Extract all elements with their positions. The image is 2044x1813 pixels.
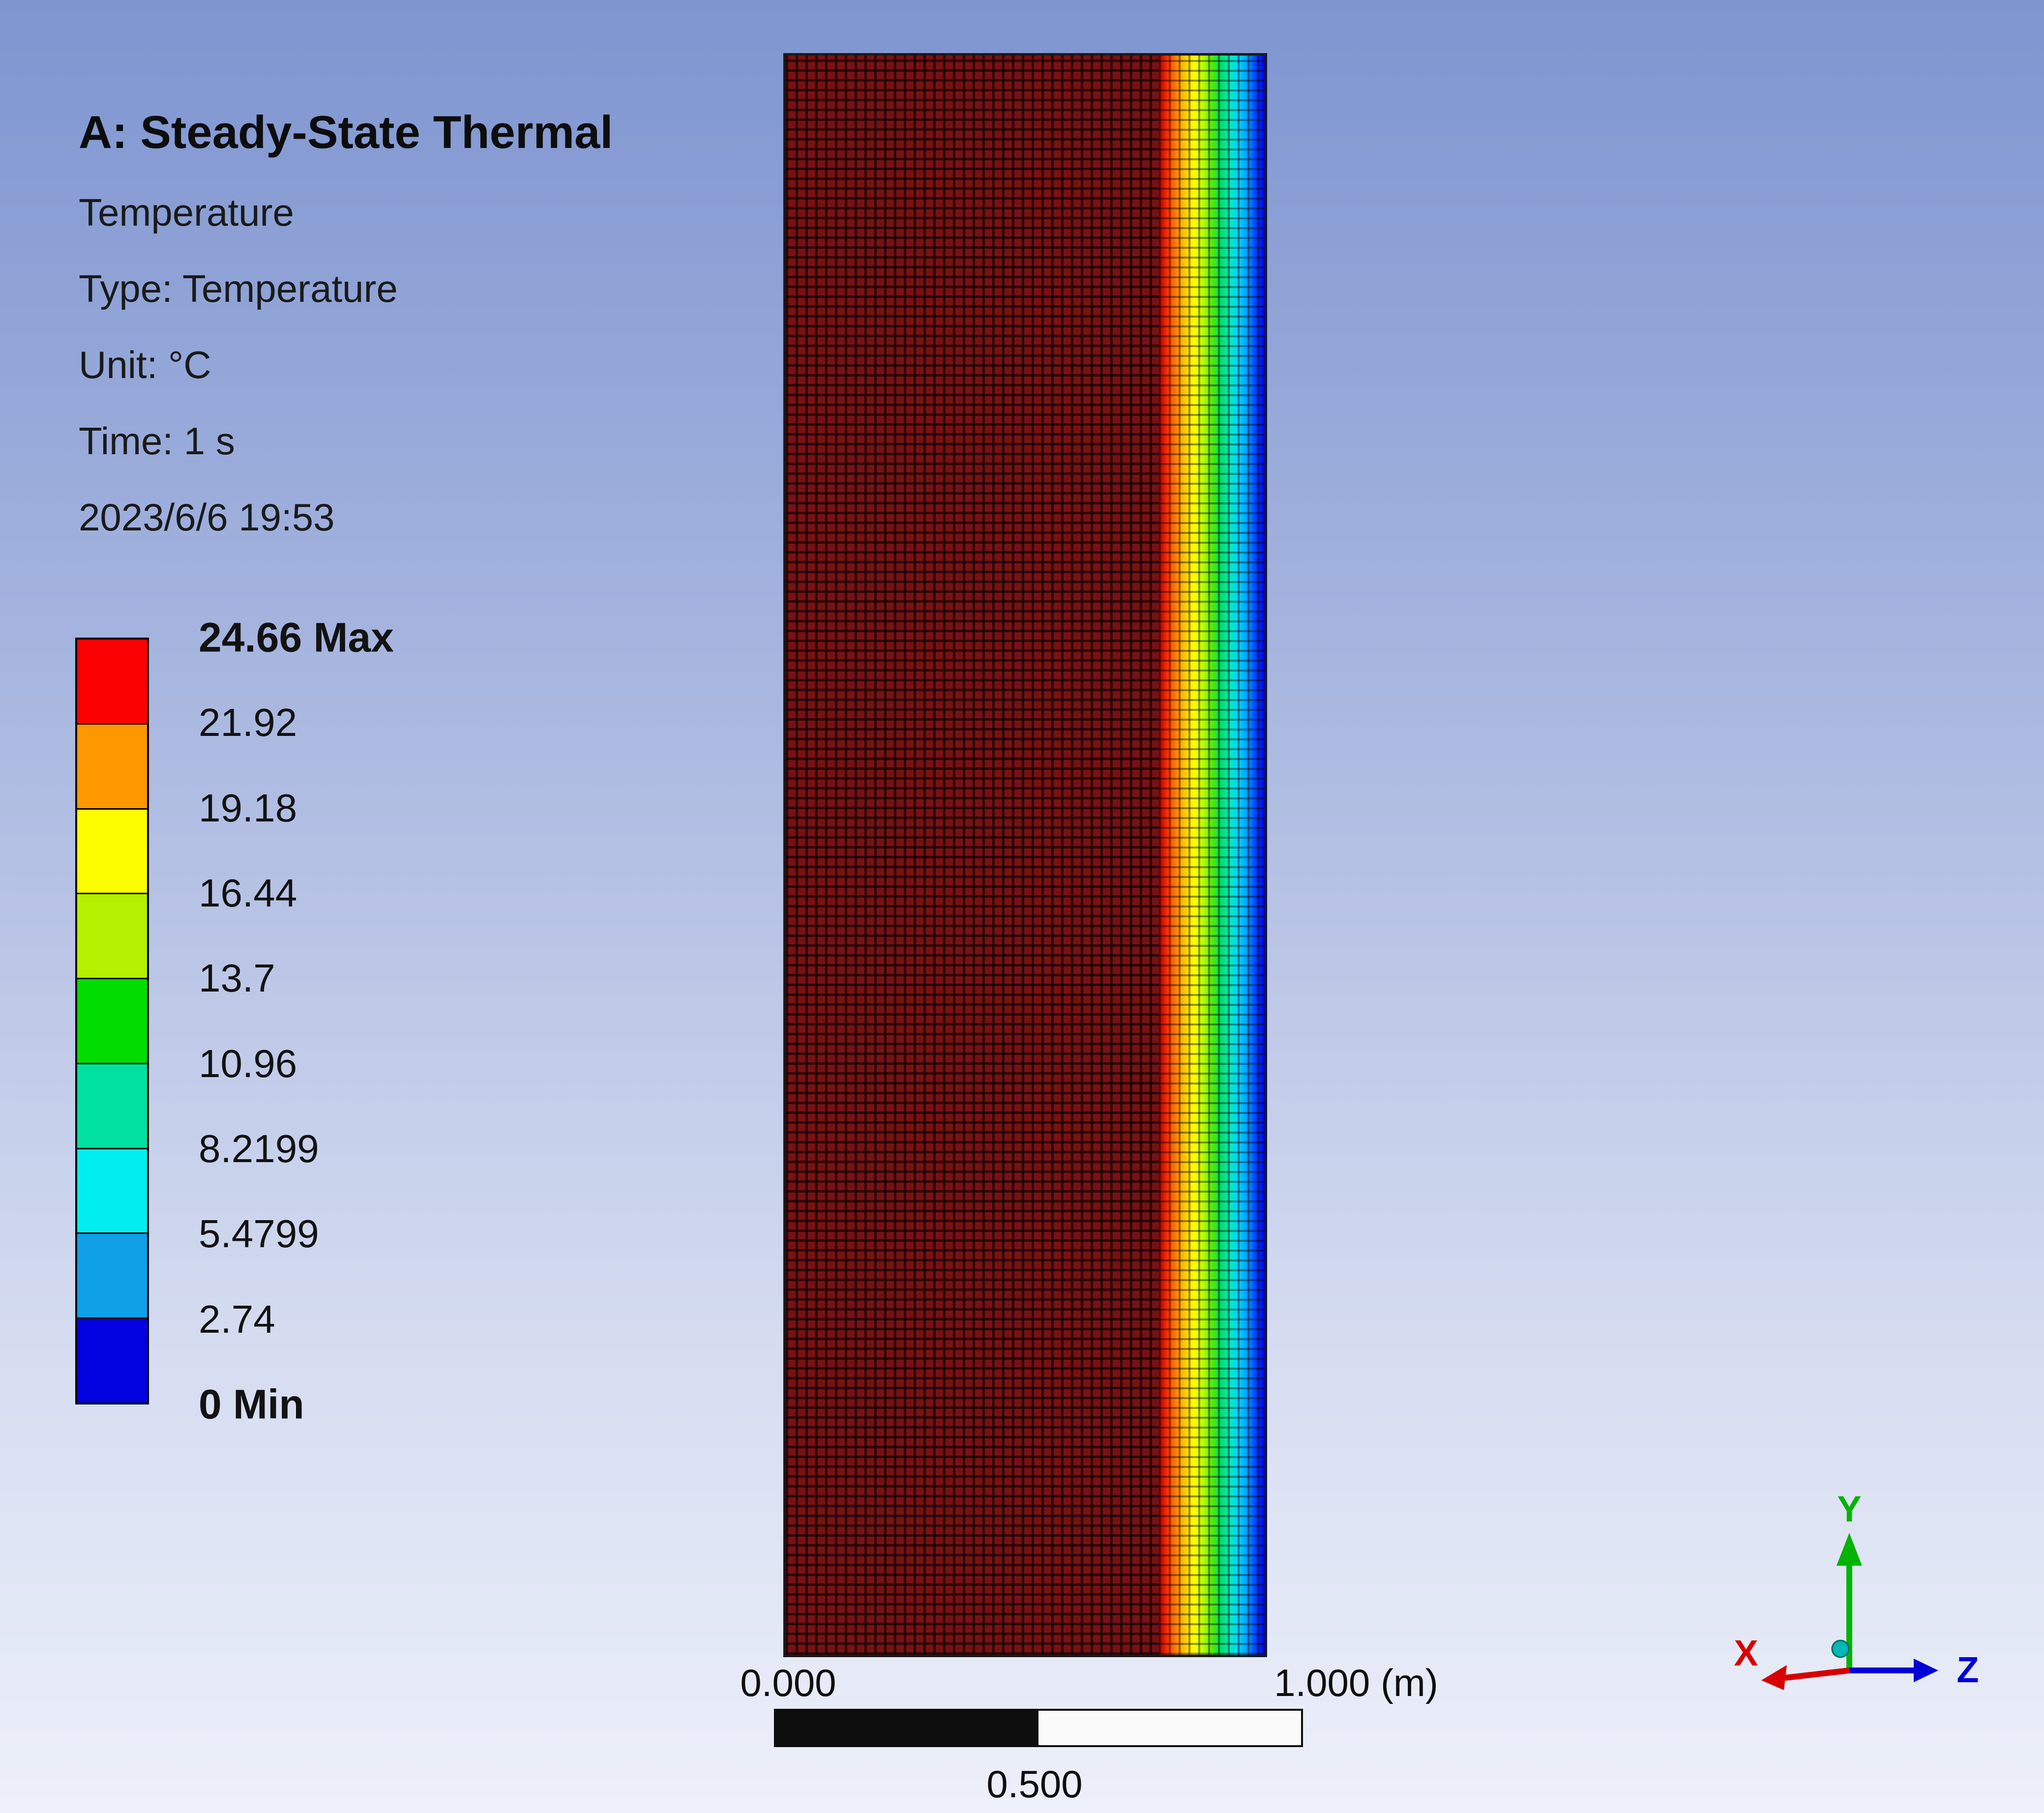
result-time: Time: 1 s: [79, 419, 235, 463]
legend-label: 2.74: [199, 1297, 275, 1341]
triad-origin-sphere: [1831, 1639, 1850, 1658]
legend-band: [77, 893, 147, 978]
result-type: Type: Temperature: [79, 267, 398, 310]
mesh-hot-region: [786, 56, 1159, 1655]
legend-band: [77, 1232, 147, 1318]
gradient-region-fill: [1159, 56, 1265, 1655]
scale-label-left: 0.000: [740, 1661, 836, 1704]
mesh-gradient-region: [1159, 56, 1265, 1655]
mesh-grid-overlay: [786, 56, 1159, 1655]
scale-ruler-white-half: [1038, 1711, 1301, 1745]
legend-band: [77, 1062, 147, 1148]
legend-label: 0 Min: [199, 1381, 304, 1428]
legend-band: [77, 723, 147, 808]
triad-y-axis[interactable]: Y: [1837, 1489, 1862, 1670]
triad-z-axis[interactable]: Z: [1849, 1649, 1979, 1690]
legend-label: 16.44: [199, 871, 297, 915]
legend-label: 10.96: [199, 1041, 297, 1085]
x-axis-arrowhead: [1761, 1665, 1787, 1690]
legend-band: [77, 808, 147, 893]
scale-label-mid: 0.500: [986, 1762, 1083, 1806]
legend-label: 24.66 Max: [199, 614, 394, 661]
legend-color-bar: [75, 638, 149, 1404]
legend-label: 13.7: [199, 956, 275, 1000]
scale-ruler: [774, 1709, 1303, 1747]
scale-label-right: 1.000 (m): [1274, 1661, 1438, 1704]
legend-label: 8.2199: [199, 1127, 319, 1170]
z-axis-label: Z: [1956, 1649, 1979, 1690]
result-timestamp: 2023/6/6 19:53: [79, 496, 335, 539]
legend-band: [77, 1147, 147, 1233]
x-axis-shaft: [1784, 1667, 1850, 1681]
legend-labels: 24.66 Max 21.92 19.18 16.44 13.7 10.96 8.2199 5…: [199, 614, 572, 1428]
scale-ruler-black-half: [776, 1711, 1038, 1745]
y-axis-label: Y: [1837, 1489, 1861, 1529]
x-axis-label: X: [1734, 1633, 1758, 1673]
orientation-triad[interactable]: Y Z X: [1667, 1470, 2041, 1745]
legend-band: [77, 640, 147, 723]
analysis-title: A: Steady-State Thermal: [79, 106, 613, 158]
mesh-grid-overlay: [1159, 56, 1265, 1655]
z-axis-arrowhead: [1914, 1659, 1938, 1682]
legend-label: 19.18: [199, 786, 297, 830]
result-name: Temperature: [79, 191, 294, 234]
legend-label: 5.4799: [199, 1212, 319, 1256]
legend-label: 21.92: [199, 701, 297, 745]
legend-band: [77, 1317, 147, 1403]
result-unit: Unit: °C: [79, 343, 211, 386]
y-axis-arrowhead: [1837, 1533, 1862, 1566]
legend-band: [77, 978, 147, 1063]
temperature-contour-plot[interactable]: [783, 53, 1267, 1657]
triad-x-axis[interactable]: X: [1734, 1633, 1850, 1690]
result-info-block: A: Steady-State Thermal Temperature Type…: [79, 106, 613, 571]
